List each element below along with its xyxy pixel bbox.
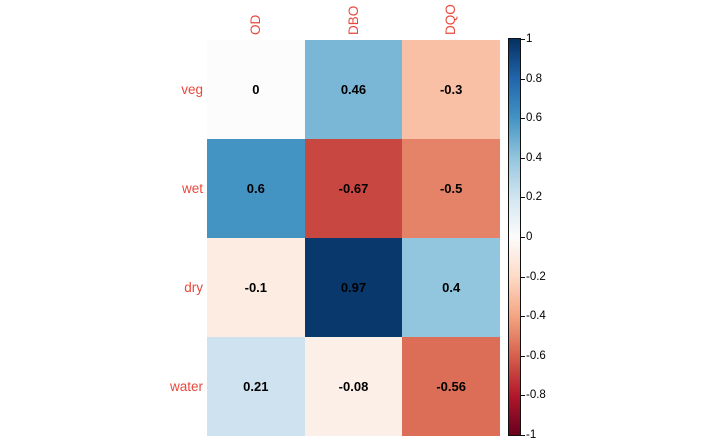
colorbar-tick-label: 0.4 <box>526 151 542 164</box>
heatmap-cell: -0.5 <box>402 139 500 238</box>
colorbar-tick-label: -0.2 <box>526 270 546 283</box>
colorbar-tick <box>521 78 525 80</box>
colorbar-tick-label: -0.8 <box>526 389 546 402</box>
heatmap-cell: 0.6 <box>207 139 305 238</box>
colorbar-gradient <box>508 38 521 436</box>
colorbar-tick-label: 1 <box>526 33 533 45</box>
column-label: DQO <box>443 4 459 35</box>
colorbar-tick-label: -0.4 <box>526 310 546 323</box>
heatmap-cell: -0.1 <box>207 238 305 337</box>
colorbar-tick <box>521 435 525 436</box>
colorbar-tick-label: 0 <box>526 231 533 243</box>
colorbar-tick-label: -0.6 <box>526 349 546 362</box>
colorbar-tick <box>521 395 525 397</box>
colorbar-tick-label: -1 <box>526 429 537 441</box>
heatmap-cell: 0 <box>207 40 305 139</box>
colorbar-tick <box>521 355 525 357</box>
heatmap-cell: -0.67 <box>304 139 403 238</box>
heatmap-cell: 0.21 <box>207 337 305 436</box>
heatmap-cell: -0.08 <box>304 337 403 436</box>
row-label: dry <box>184 279 203 295</box>
colorbar-tick-label: 0.2 <box>526 191 542 204</box>
colorbar-tick <box>521 157 525 159</box>
colorbar-tick <box>521 118 525 120</box>
row-label: water <box>169 378 203 394</box>
row-label: wet <box>181 180 203 196</box>
colorbar-tick <box>521 316 525 318</box>
heatmap-cell: 0.97 <box>304 238 403 337</box>
colorbar-tick-label: 0.8 <box>526 72 542 85</box>
column-label: OD <box>247 14 263 35</box>
colorbar-tick <box>521 237 525 238</box>
colorbar-tick-label: 0.6 <box>526 112 542 125</box>
heatmap-cell: 0.46 <box>304 40 403 139</box>
heatmap-grid: 0 0.46 -0.3 0.6 -0.67 -0.5 -0.1 0.97 0.4 0.21 -0.0… <box>207 40 500 436</box>
column-label: DBO <box>345 5 361 35</box>
heatmap-cell: -0.3 <box>402 40 500 139</box>
heatmap-cell: 0.4 <box>402 238 500 337</box>
row-label: veg <box>181 81 203 97</box>
colorbar-tick <box>521 39 525 40</box>
colorbar-tick <box>521 276 525 278</box>
heatmap-cell: -0.56 <box>402 337 500 436</box>
colorbar-tick <box>521 197 525 199</box>
